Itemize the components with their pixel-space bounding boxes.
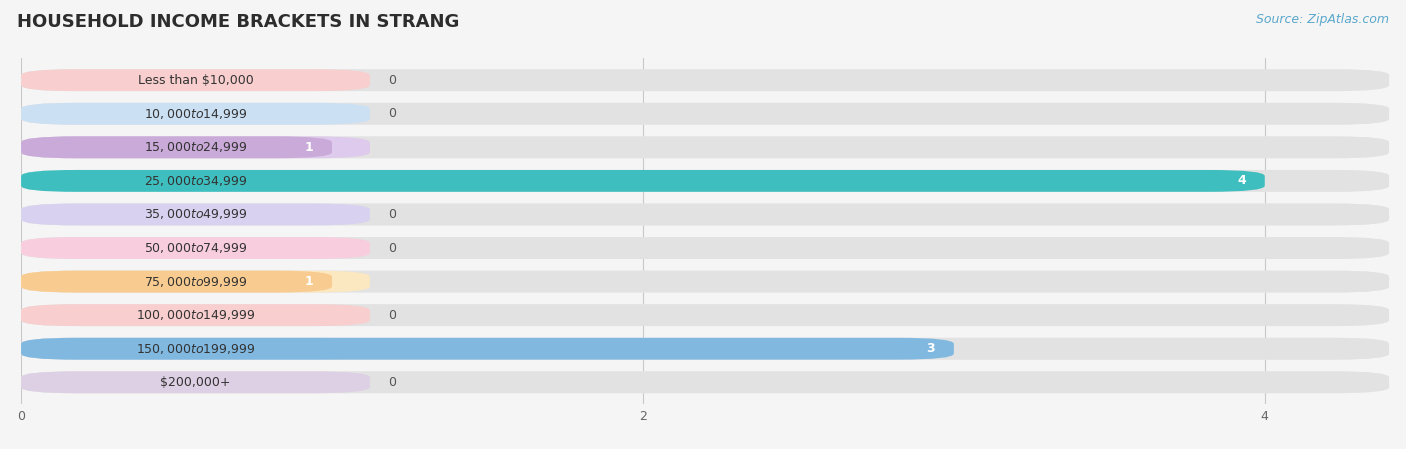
Text: 1: 1 [305, 141, 314, 154]
Text: HOUSEHOLD INCOME BRACKETS IN STRANG: HOUSEHOLD INCOME BRACKETS IN STRANG [17, 13, 460, 31]
FancyBboxPatch shape [21, 271, 1389, 292]
FancyBboxPatch shape [21, 170, 1265, 192]
Text: Source: ZipAtlas.com: Source: ZipAtlas.com [1256, 13, 1389, 26]
FancyBboxPatch shape [21, 170, 1389, 192]
FancyBboxPatch shape [21, 271, 1389, 292]
FancyBboxPatch shape [21, 103, 1389, 125]
FancyBboxPatch shape [21, 69, 370, 91]
Text: 3: 3 [927, 342, 935, 355]
Text: $25,000 to $34,999: $25,000 to $34,999 [143, 174, 247, 188]
FancyBboxPatch shape [21, 103, 370, 125]
FancyBboxPatch shape [21, 170, 370, 192]
Text: $35,000 to $49,999: $35,000 to $49,999 [143, 207, 247, 221]
Text: 0: 0 [388, 208, 396, 221]
Text: 0: 0 [388, 308, 396, 321]
FancyBboxPatch shape [21, 371, 370, 393]
FancyBboxPatch shape [21, 338, 1389, 360]
FancyBboxPatch shape [21, 203, 1389, 225]
FancyBboxPatch shape [21, 338, 953, 360]
FancyBboxPatch shape [21, 103, 1389, 125]
FancyBboxPatch shape [21, 136, 1389, 158]
FancyBboxPatch shape [21, 304, 1389, 326]
FancyBboxPatch shape [21, 69, 1389, 91]
FancyBboxPatch shape [21, 237, 1389, 259]
FancyBboxPatch shape [21, 237, 1389, 259]
Text: $200,000+: $200,000+ [160, 376, 231, 389]
Text: $100,000 to $149,999: $100,000 to $149,999 [136, 308, 256, 322]
Text: $150,000 to $199,999: $150,000 to $199,999 [136, 342, 256, 356]
FancyBboxPatch shape [21, 304, 1389, 326]
FancyBboxPatch shape [21, 371, 1389, 393]
Text: $50,000 to $74,999: $50,000 to $74,999 [143, 241, 247, 255]
FancyBboxPatch shape [21, 304, 370, 326]
FancyBboxPatch shape [21, 203, 1389, 225]
FancyBboxPatch shape [21, 338, 1389, 360]
Text: 1: 1 [305, 275, 314, 288]
FancyBboxPatch shape [21, 136, 370, 158]
Text: 0: 0 [388, 376, 396, 389]
Text: $75,000 to $99,999: $75,000 to $99,999 [143, 275, 247, 289]
FancyBboxPatch shape [21, 136, 1389, 158]
FancyBboxPatch shape [21, 371, 1389, 393]
FancyBboxPatch shape [21, 203, 370, 225]
Text: 4: 4 [1237, 174, 1246, 187]
Text: 0: 0 [388, 107, 396, 120]
FancyBboxPatch shape [21, 237, 370, 259]
FancyBboxPatch shape [21, 69, 1389, 91]
FancyBboxPatch shape [21, 136, 332, 158]
FancyBboxPatch shape [21, 338, 370, 360]
Text: $10,000 to $14,999: $10,000 to $14,999 [143, 107, 247, 121]
FancyBboxPatch shape [21, 170, 1389, 192]
FancyBboxPatch shape [21, 271, 332, 292]
Text: $15,000 to $24,999: $15,000 to $24,999 [143, 141, 247, 154]
Text: 0: 0 [388, 242, 396, 255]
Text: 0: 0 [388, 74, 396, 87]
FancyBboxPatch shape [21, 271, 370, 292]
Text: Less than $10,000: Less than $10,000 [138, 74, 253, 87]
